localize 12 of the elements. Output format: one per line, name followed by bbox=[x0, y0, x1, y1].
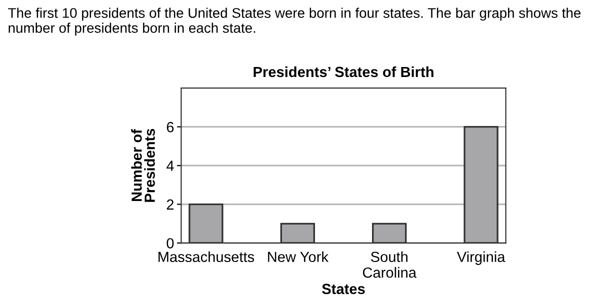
x-tick-label: South Carolina bbox=[362, 251, 417, 278]
y-tick-label: 4 bbox=[166, 160, 174, 171]
text: The first 10 presidents of the United States were born in four states. The bar graph shows the number of presidents born in each state. bbox=[8, 8, 581, 36]
y-tick-label: 0 bbox=[166, 238, 174, 248]
x-tick-label: New York bbox=[268, 251, 328, 262]
x-axis-title: States bbox=[322, 284, 365, 294]
x-tick-label: Virginia bbox=[456, 251, 506, 265]
y-tick-label: 2 bbox=[166, 199, 174, 210]
x-tick-label: Massachusetts bbox=[158, 251, 254, 262]
y-axis-title: Number of Presidents bbox=[131, 128, 155, 202]
y-tick-label: 6 bbox=[166, 122, 174, 132]
chart-title: Presidents’ States of Birth bbox=[254, 66, 434, 78]
